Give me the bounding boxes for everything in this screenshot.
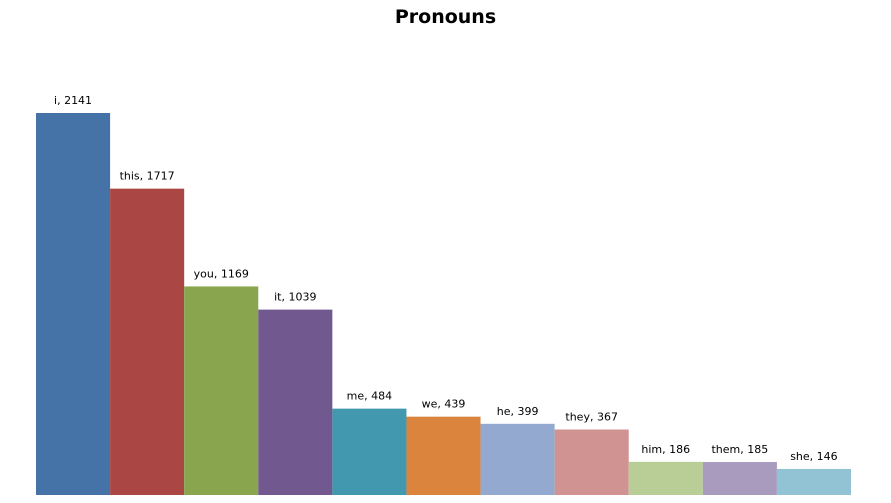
data-label-this: this, 1717 xyxy=(120,170,175,183)
bar-you xyxy=(184,286,259,495)
data-label-she: she, 146 xyxy=(790,450,837,463)
data-labels-layer: i, 2141 this, 1717 you, 1169 it, 1039 me, 48… xyxy=(54,94,838,463)
data-label-it: it, 1039 xyxy=(274,291,316,304)
bar-this xyxy=(110,188,185,495)
data-label-he: he, 399 xyxy=(497,405,539,418)
bar-they xyxy=(554,429,629,495)
data-label-you: you, 1169 xyxy=(194,267,249,280)
data-label-him: him, 186 xyxy=(641,443,690,456)
data-label-me: me, 484 xyxy=(347,390,392,403)
data-label-we: we, 439 xyxy=(422,398,466,411)
bar-it xyxy=(258,309,333,495)
data-label-they: they, 367 xyxy=(565,411,618,424)
bar-him xyxy=(628,461,703,495)
bar-she xyxy=(776,468,851,495)
data-label-i: i, 2141 xyxy=(54,94,92,107)
bar-me xyxy=(332,408,407,495)
bar-he xyxy=(480,423,555,495)
bar-we xyxy=(406,416,481,495)
chart-title: Pronouns xyxy=(394,6,497,28)
bar-i xyxy=(36,113,111,495)
bars-layer xyxy=(36,113,851,495)
data-label-them: them, 185 xyxy=(711,443,768,456)
bar-them xyxy=(702,461,777,495)
